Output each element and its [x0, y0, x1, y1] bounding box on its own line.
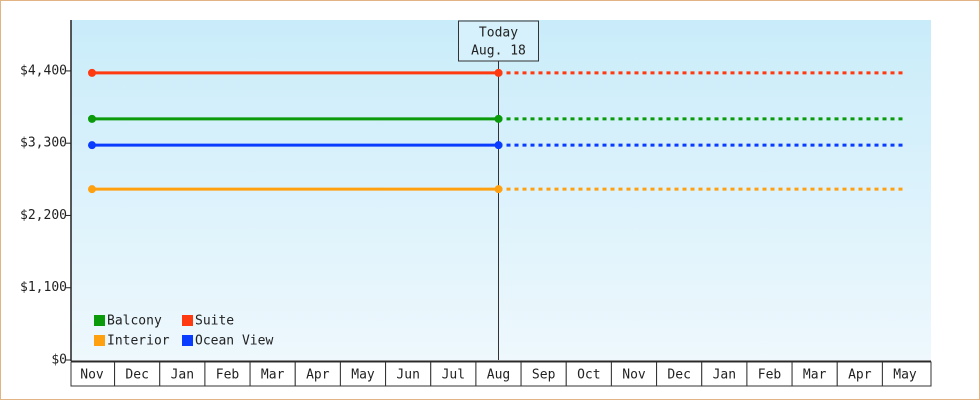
x-tick-label: Aug	[487, 368, 510, 383]
x-tick-label: Jul	[442, 368, 465, 383]
legend-swatch	[182, 315, 193, 326]
x-tick-label: Jan	[171, 368, 194, 383]
x-cell	[385, 361, 432, 387]
x-cell	[339, 361, 387, 387]
x-cell	[836, 361, 883, 387]
x-cell	[249, 361, 296, 387]
x-tick-label: Mar	[261, 368, 285, 383]
legend-label: Suite	[195, 314, 234, 329]
y-tick-label: $2,200	[20, 208, 67, 223]
y-tick-label: $1,100	[20, 280, 67, 295]
x-cell	[791, 361, 838, 387]
legend-label: Interior	[107, 334, 170, 349]
x-tick-label: Apr	[306, 368, 330, 383]
series-point	[494, 68, 503, 77]
x-tick-label: May	[893, 368, 917, 383]
x-cell	[656, 361, 703, 387]
x-tick-label: Feb	[216, 368, 240, 383]
x-tick-label: Dec	[667, 368, 690, 383]
x-tick-label: May	[351, 368, 375, 383]
x-cell	[114, 361, 161, 387]
x-cell	[701, 361, 748, 387]
x-cell	[430, 361, 477, 387]
series-point	[494, 114, 503, 123]
x-cell	[520, 361, 567, 387]
x-tick-label: Nov	[622, 368, 646, 383]
y-tick-label: $4,400	[20, 63, 67, 78]
today-date: Aug. 18	[471, 44, 526, 59]
x-tick-label: Jan	[713, 368, 736, 383]
x-tick-label: Jun	[396, 368, 419, 383]
today-box	[458, 20, 539, 62]
series-point	[88, 185, 96, 194]
x-tick-label: Nov	[80, 368, 104, 383]
x-cell	[159, 361, 206, 387]
series-point	[494, 141, 503, 150]
today-title: Today	[479, 26, 518, 41]
legend-swatch	[182, 335, 193, 346]
series-point	[88, 114, 96, 123]
series-point	[88, 68, 96, 77]
x-cell	[204, 361, 251, 387]
y-tick-label: $3,300	[20, 136, 67, 151]
x-cell	[746, 361, 793, 387]
x-cell	[475, 361, 522, 387]
legend-label: Ocean View	[195, 334, 273, 349]
x-tick-label: Feb	[758, 368, 782, 383]
x-tick-label: Sep	[532, 368, 556, 383]
x-tick-label: Oct	[577, 368, 600, 383]
legend-swatch	[94, 335, 105, 346]
x-cell	[881, 361, 932, 387]
series-point	[494, 185, 503, 194]
series-point	[88, 141, 96, 150]
legend-swatch	[94, 315, 105, 326]
y-tick-label: $0	[51, 353, 67, 368]
legend-label: Balcony	[107, 314, 162, 329]
x-tick-label: Apr	[848, 368, 872, 383]
x-cell	[294, 361, 341, 387]
x-tick-label: Dec	[125, 368, 148, 383]
x-tick-label: Mar	[803, 368, 827, 383]
